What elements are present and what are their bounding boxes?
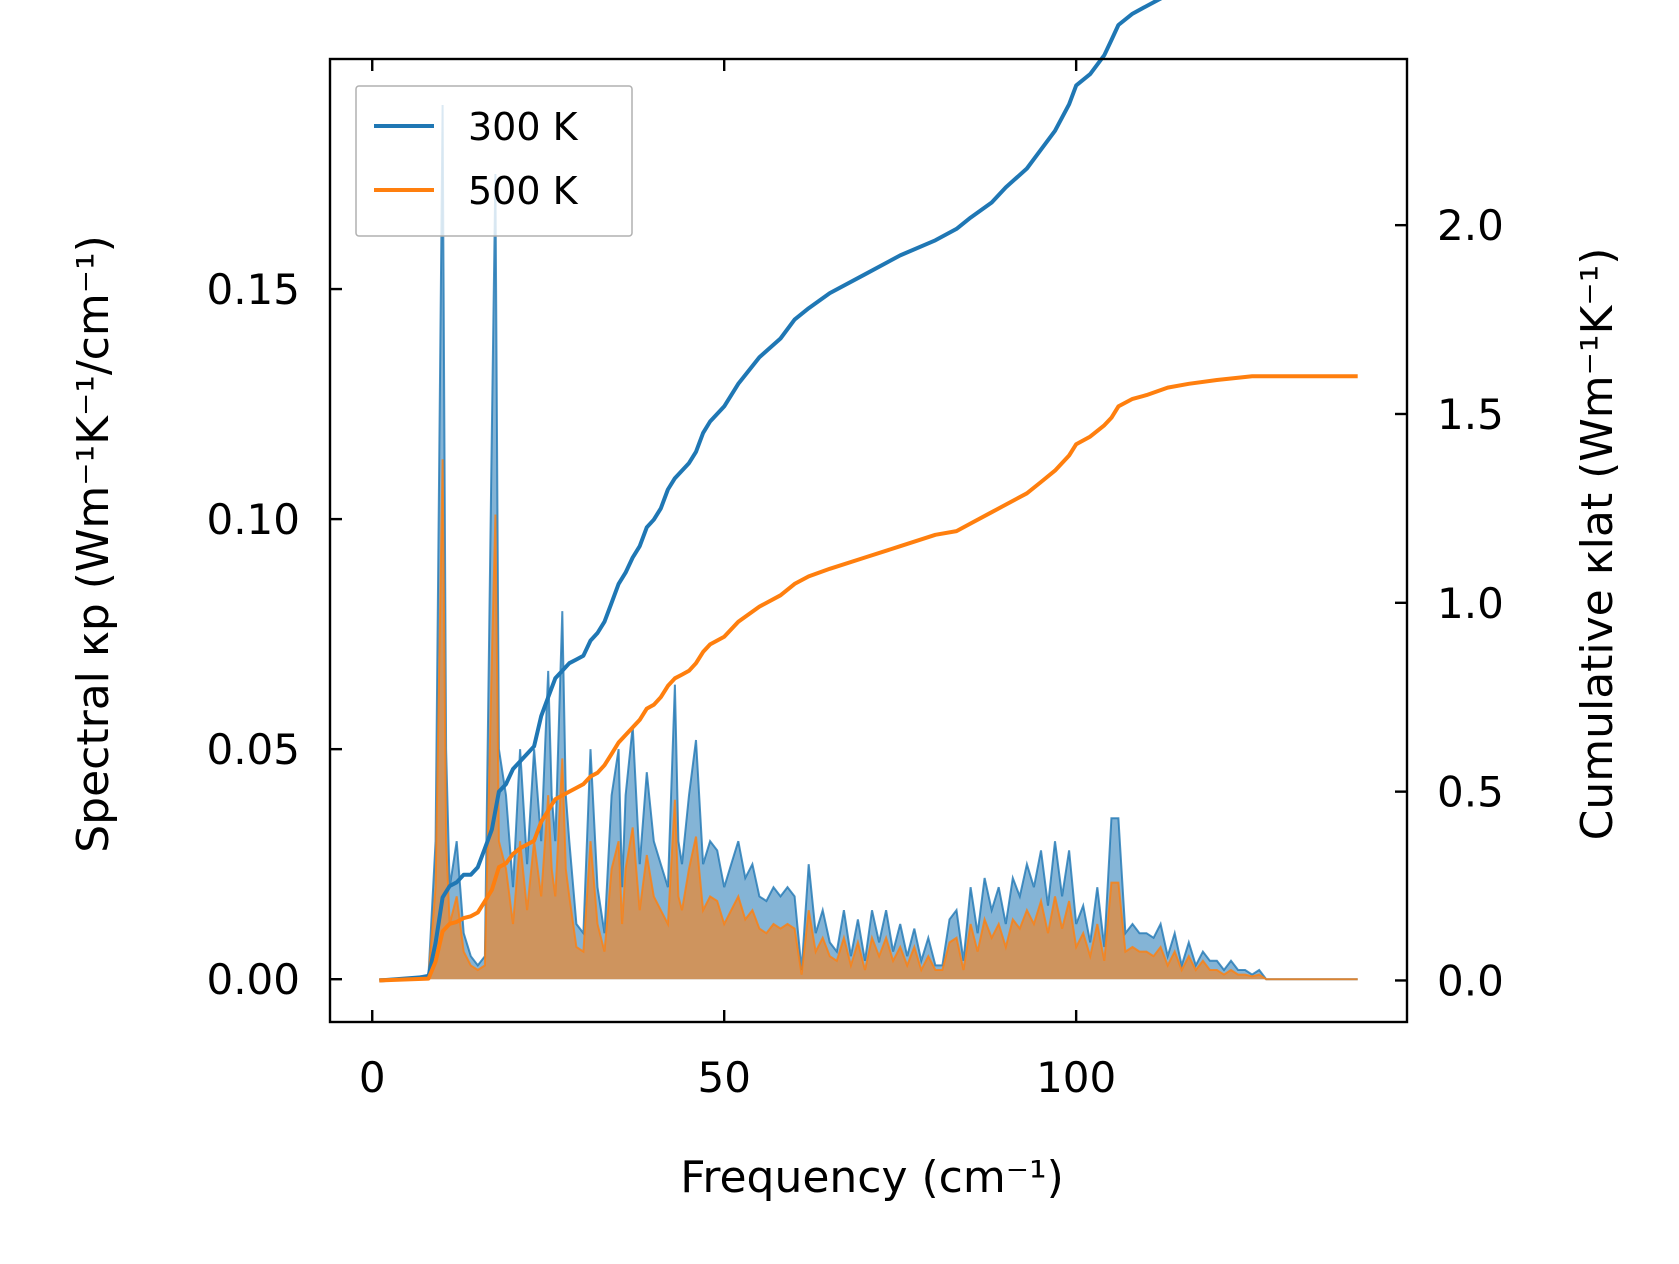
legend-label-500k: 500 K xyxy=(468,169,579,213)
spectral-fill-layer xyxy=(379,104,1358,981)
x-axis-title: Frequency (cm⁻¹) xyxy=(680,1152,1064,1203)
y-left-tick-label: 0.05 xyxy=(206,725,300,774)
y-right-tick-label: 0.0 xyxy=(1437,956,1504,1005)
x-tick-label: 50 xyxy=(697,1053,750,1102)
legend: 300 K 500 K xyxy=(355,85,633,237)
tick-layer: 0 50 100 0.00 0.05 0.10 0.15 0.0 0.5 1.0 1.5 2.0 xyxy=(206,59,1504,1102)
y-left-axis-title: Spectral κp (Wm⁻¹K⁻¹/cm⁻¹) xyxy=(68,235,119,853)
spectral-line-500k xyxy=(379,459,1358,981)
y-right-tick-label: 0.5 xyxy=(1437,768,1504,817)
y-left-tick-label: 0.00 xyxy=(206,955,300,1004)
y-right-tick-label: 1.0 xyxy=(1437,579,1504,628)
y-right-tick-label: 2.0 xyxy=(1437,201,1504,250)
legend-label-300k: 300 K xyxy=(468,105,579,149)
spectral-line-300k xyxy=(379,104,1358,981)
line-layer xyxy=(379,0,1358,983)
y-right-axis-title: Cumulative κlat (Wm⁻¹K⁻¹) xyxy=(1572,248,1623,841)
plot-frame xyxy=(328,57,1409,1024)
y-right-tick-label: 1.5 xyxy=(1437,390,1504,439)
x-tick-label: 100 xyxy=(1036,1053,1116,1102)
y-left-tick-label: 0.10 xyxy=(206,495,300,544)
y-left-tick-label: 0.15 xyxy=(206,265,300,314)
x-tick-label: 0 xyxy=(359,1053,386,1102)
legend-box xyxy=(355,85,633,237)
cumulative-line-500k xyxy=(379,374,1358,983)
cumulative-line-300k xyxy=(379,0,1163,983)
